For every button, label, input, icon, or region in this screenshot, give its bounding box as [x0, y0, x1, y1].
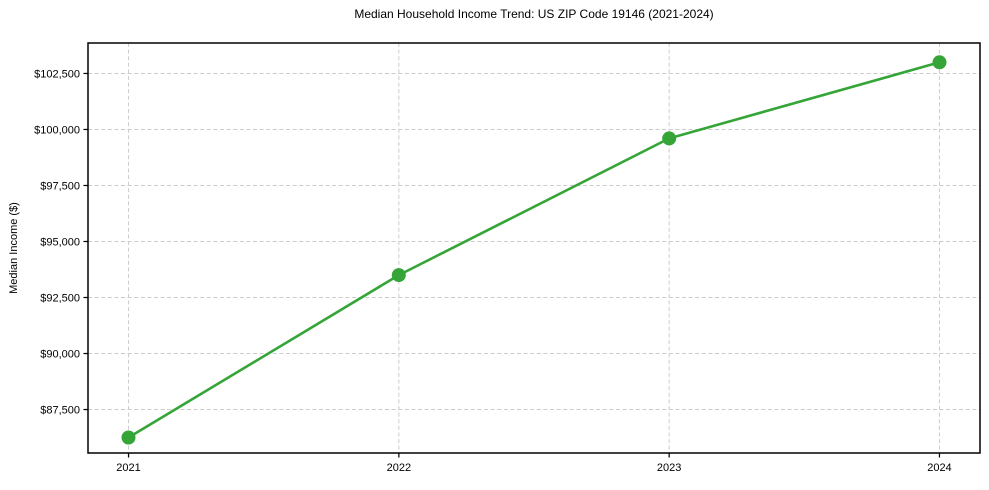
chart-title: Median Household Income Trend: US ZIP Co… — [354, 7, 714, 21]
data-point-2024 — [932, 55, 947, 70]
y-tick-label: $102,500 — [34, 68, 80, 80]
data-point-2023 — [662, 131, 677, 146]
data-point-2022 — [391, 268, 406, 283]
y-tick-label: $97,500 — [40, 180, 80, 192]
y-axis-label: Median Income ($) — [8, 202, 20, 294]
y-tick-label: $92,500 — [40, 292, 80, 304]
x-tick-label: 2022 — [387, 462, 411, 474]
y-tick-label: $90,000 — [40, 348, 80, 360]
trend-line — [127, 61, 941, 439]
plot-frame — [87, 42, 981, 454]
y-tick-label: $100,000 — [34, 124, 80, 136]
y-tick-label: $95,000 — [40, 236, 80, 248]
x-tick-label: 2024 — [927, 462, 951, 474]
y-tick-label: $87,500 — [40, 404, 80, 416]
x-tick-label: 2023 — [657, 462, 681, 474]
data-point-2021 — [121, 430, 136, 445]
x-tick-label: 2021 — [116, 462, 140, 474]
